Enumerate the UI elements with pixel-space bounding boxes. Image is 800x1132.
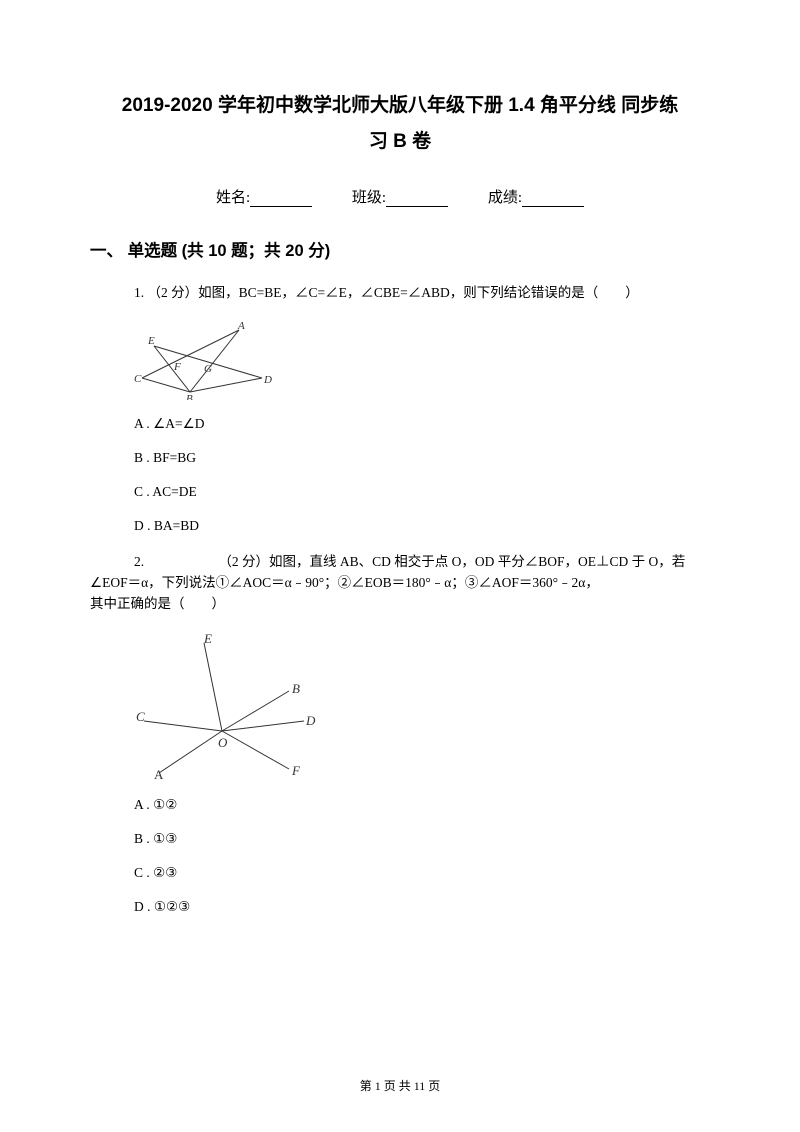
svg-text:O: O xyxy=(218,735,228,750)
question-1-options: A . ∠A=∠D B . BF=BG C . AC=DE D . BA=BD xyxy=(134,416,710,534)
svg-text:D: D xyxy=(305,713,316,728)
section-1-header: 一、 单选题 (共 10 题；共 20 分) xyxy=(90,237,710,261)
q2-line1: 2. （2 分）如图，直线 AB、CD 相交于点 O，OD 平分∠BOF，OE⊥… xyxy=(90,552,710,573)
student-info-line: 姓名: 班级: 成绩: xyxy=(90,186,710,207)
question-1-figure: A B C D E F G xyxy=(134,320,710,400)
name-label: 姓名: xyxy=(216,190,250,206)
svg-text:C: C xyxy=(134,373,142,385)
question-2-options: A . ①② B . ①③ C . ②③ D . ①②③ xyxy=(134,797,710,915)
q2-option-a: A . ①② xyxy=(134,797,710,813)
svg-text:D: D xyxy=(263,374,272,386)
q2-option-b: B . ①③ xyxy=(134,831,710,847)
score-blank xyxy=(522,191,584,207)
title-line2: 习 B 卷 xyxy=(90,124,710,160)
svg-text:B: B xyxy=(292,681,300,696)
svg-text:F: F xyxy=(173,361,181,373)
q2-option-c: C . ②③ xyxy=(134,865,710,881)
class-blank xyxy=(386,191,448,207)
page-title: 2019-2020 学年初中数学北师大版八年级下册 1.4 角平分线 同步练 习… xyxy=(90,88,710,160)
svg-text:B: B xyxy=(186,393,193,400)
q1-option-d: D . BA=BD xyxy=(134,518,710,534)
svg-text:G: G xyxy=(204,363,212,375)
svg-text:E: E xyxy=(147,335,155,347)
svg-text:C: C xyxy=(136,709,145,724)
q2-line2: ∠EOF＝α，下列说法①∠AOC＝α﹣90°；②∠EOB＝180°﹣α；③∠AO… xyxy=(90,573,710,594)
question-2-figure: O A B C D E F xyxy=(134,631,710,781)
svg-text:F: F xyxy=(291,763,301,778)
page-footer: 第 1 页 共 11 页 xyxy=(0,1077,800,1094)
question-1-text: 1. （2 分）如图，BC=BE，∠C=∠E，∠CBE=∠ABD，则下列结论错误… xyxy=(134,283,710,304)
score-label: 成绩: xyxy=(488,190,522,206)
q2-line3: 其中正确的是（ ） xyxy=(90,594,710,615)
svg-text:E: E xyxy=(203,631,212,646)
q1-option-b: B . BF=BG xyxy=(134,450,710,466)
q1-option-a: A . ∠A=∠D xyxy=(134,416,710,432)
q2-option-d: D . ①②③ xyxy=(134,899,710,915)
class-label: 班级: xyxy=(352,190,386,206)
q1-option-c: C . AC=DE xyxy=(134,484,710,500)
title-line1: 2019-2020 学年初中数学北师大版八年级下册 1.4 角平分线 同步练 xyxy=(90,88,710,124)
svg-text:A: A xyxy=(154,767,164,781)
name-blank xyxy=(250,191,312,207)
svg-text:A: A xyxy=(237,320,245,332)
question-2-text: 2. （2 分）如图，直线 AB、CD 相交于点 O，OD 平分∠BOF，OE⊥… xyxy=(90,552,710,615)
